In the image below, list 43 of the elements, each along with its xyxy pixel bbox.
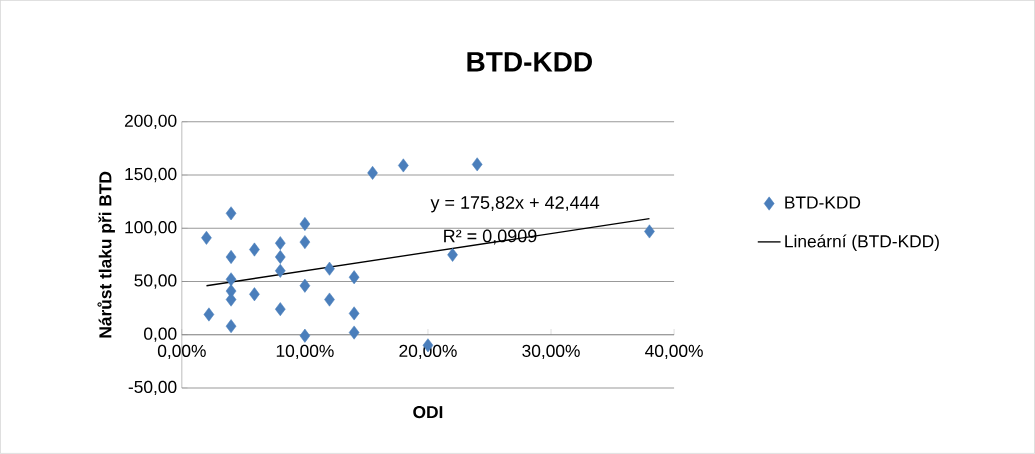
annotation: y = 175,82x + 42,444 (430, 196, 600, 213)
y-axis-title: Nárůst tlaku při BTD (97, 171, 115, 338)
point (324, 292, 335, 307)
point (225, 272, 237, 287)
y-tick-label: 200,00 (124, 114, 177, 130)
x-tick-label: 20,00% (399, 344, 457, 360)
point (398, 158, 409, 173)
point (275, 302, 286, 317)
y-tick-label: 0,00 (144, 327, 177, 343)
point (249, 287, 260, 302)
legend-label: BTD-KDD (785, 196, 861, 209)
point (324, 261, 335, 276)
point (367, 166, 378, 180)
point (348, 306, 360, 321)
point (275, 264, 286, 278)
x-tick-label: 30,00% (522, 344, 580, 360)
point (225, 206, 237, 221)
x-tick-label: 0,00% (157, 344, 206, 360)
x-tick-label: 40,00% (645, 344, 703, 360)
point (225, 319, 237, 334)
y-tick-label: -50,00 (128, 380, 177, 396)
y-tick-label: 150,00 (125, 168, 177, 183)
point (348, 270, 360, 285)
point (447, 248, 458, 262)
point (644, 224, 655, 239)
chart-title: BTD-KDD (467, 52, 592, 72)
legend-label: Lineární (BTD-KDD) (785, 234, 939, 252)
point (299, 278, 311, 293)
point (299, 328, 311, 343)
point (203, 307, 215, 322)
x-tick-label: 10,00% (276, 344, 334, 360)
point (201, 231, 212, 245)
y-tick-label: 50,00 (134, 274, 177, 289)
point (225, 250, 237, 265)
point (299, 235, 311, 250)
x-axis-title: ODI (413, 406, 443, 419)
y-tick-label: 100,00 (125, 221, 177, 236)
point (348, 325, 360, 340)
point (471, 157, 483, 172)
point (299, 217, 311, 232)
point (249, 242, 260, 257)
point (275, 250, 286, 265)
point (275, 236, 286, 251)
